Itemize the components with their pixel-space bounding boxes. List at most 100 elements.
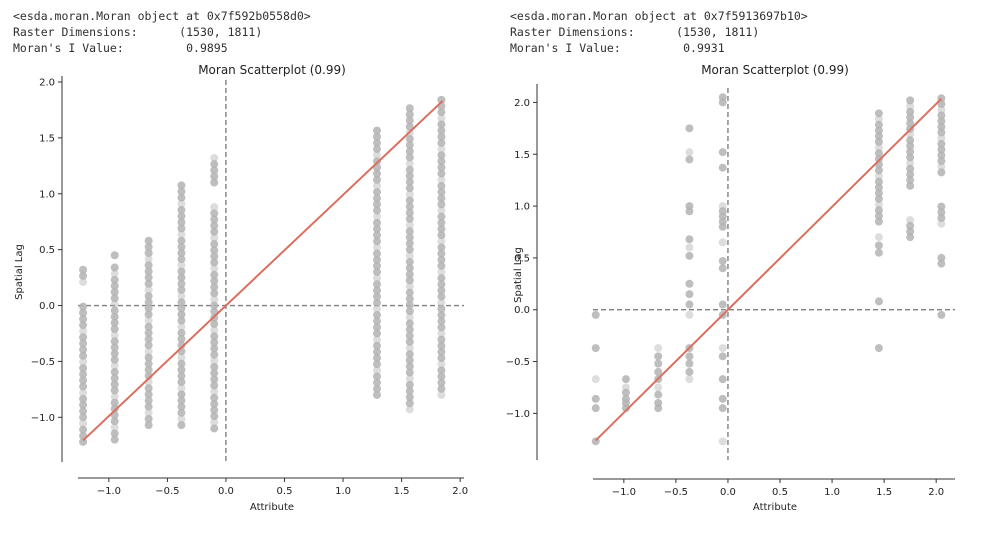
data-point bbox=[373, 151, 382, 160]
data-point bbox=[79, 413, 88, 422]
data-point bbox=[373, 206, 382, 215]
data-point bbox=[437, 390, 446, 399]
data-point bbox=[874, 126, 883, 135]
data-point bbox=[906, 176, 915, 185]
data-point bbox=[177, 292, 186, 301]
data-point bbox=[685, 352, 694, 361]
data-point bbox=[654, 344, 663, 353]
data-point bbox=[591, 394, 600, 403]
data-point bbox=[373, 298, 382, 307]
data-point bbox=[373, 317, 382, 326]
data-point bbox=[937, 134, 946, 143]
data-point bbox=[373, 335, 382, 344]
data-point bbox=[210, 301, 219, 310]
data-point bbox=[373, 372, 382, 381]
data-point bbox=[210, 252, 219, 261]
data-point bbox=[79, 302, 88, 311]
data-point bbox=[110, 417, 119, 426]
data-point bbox=[405, 374, 414, 383]
data-point bbox=[718, 437, 727, 446]
data-point bbox=[144, 279, 153, 288]
data-point bbox=[373, 390, 382, 399]
data-point bbox=[144, 396, 153, 405]
data-point bbox=[437, 243, 446, 252]
data-point bbox=[177, 298, 186, 307]
data-point bbox=[937, 139, 946, 148]
y-tick-label: 1.0 bbox=[514, 202, 530, 213]
x-tick-label: 1.0 bbox=[824, 487, 840, 498]
data-point bbox=[79, 327, 88, 336]
data-point bbox=[405, 251, 414, 260]
data-point bbox=[405, 288, 414, 297]
data-point bbox=[718, 257, 727, 266]
data-point bbox=[937, 151, 946, 160]
data-point bbox=[874, 109, 883, 118]
data-point bbox=[210, 270, 219, 279]
data-point bbox=[177, 224, 186, 233]
data-point bbox=[621, 375, 630, 384]
data-point bbox=[874, 217, 883, 226]
data-point bbox=[906, 141, 915, 150]
data-point bbox=[177, 316, 186, 325]
data-point bbox=[874, 137, 883, 146]
data-point bbox=[210, 258, 219, 267]
data-point bbox=[621, 388, 630, 397]
data-point bbox=[874, 183, 883, 192]
data-point bbox=[144, 298, 153, 307]
data-point bbox=[685, 251, 694, 260]
data-point bbox=[144, 414, 153, 423]
y-axis-label: Spatial Lag bbox=[513, 247, 524, 303]
data-point bbox=[437, 274, 446, 283]
data-point bbox=[937, 122, 946, 131]
data-point bbox=[144, 316, 153, 325]
data-point bbox=[437, 132, 446, 141]
data-point bbox=[373, 323, 382, 332]
data-point bbox=[79, 401, 88, 409]
moran-i-label: Moran's I Value: bbox=[13, 41, 124, 55]
data-point bbox=[144, 273, 153, 282]
data-point bbox=[210, 264, 219, 273]
data-point bbox=[874, 166, 883, 175]
data-point bbox=[177, 359, 186, 368]
data-point bbox=[210, 319, 219, 328]
data-point bbox=[79, 382, 88, 391]
data-point bbox=[210, 289, 219, 298]
data-point bbox=[685, 155, 694, 164]
data-point bbox=[405, 405, 414, 414]
data-point bbox=[210, 166, 219, 175]
data-point bbox=[110, 343, 119, 352]
data-point bbox=[937, 145, 946, 154]
data-point bbox=[373, 255, 382, 264]
data-point bbox=[437, 292, 446, 301]
data-point bbox=[79, 314, 88, 323]
data-point bbox=[373, 384, 382, 393]
data-point bbox=[210, 387, 219, 396]
data-point bbox=[177, 187, 186, 196]
y-tick-label: 1.0 bbox=[39, 189, 55, 200]
data-point bbox=[906, 181, 915, 190]
data-point bbox=[177, 285, 186, 294]
data-point bbox=[405, 110, 414, 119]
data-point bbox=[373, 237, 382, 246]
data-point bbox=[210, 233, 219, 242]
data-point bbox=[906, 159, 915, 168]
data-point bbox=[373, 132, 382, 141]
data-point bbox=[110, 404, 119, 413]
data-point bbox=[685, 290, 694, 299]
y-tick-label: 1.5 bbox=[514, 150, 530, 161]
data-point bbox=[110, 251, 119, 260]
data-point bbox=[79, 394, 88, 403]
data-point bbox=[718, 264, 727, 273]
data-point bbox=[79, 308, 88, 317]
data-point bbox=[373, 280, 382, 289]
data-point bbox=[210, 412, 219, 421]
moran-object-repr: <esda.moran.Moran object at 0x7f5913697b… bbox=[510, 9, 808, 23]
data-point bbox=[874, 189, 883, 198]
data-point bbox=[405, 337, 414, 346]
y-tick-label: 2.0 bbox=[514, 98, 530, 109]
data-point bbox=[144, 310, 153, 319]
data-point bbox=[110, 349, 119, 358]
data-point bbox=[210, 215, 219, 224]
data-point bbox=[874, 115, 883, 124]
data-point bbox=[177, 384, 186, 393]
